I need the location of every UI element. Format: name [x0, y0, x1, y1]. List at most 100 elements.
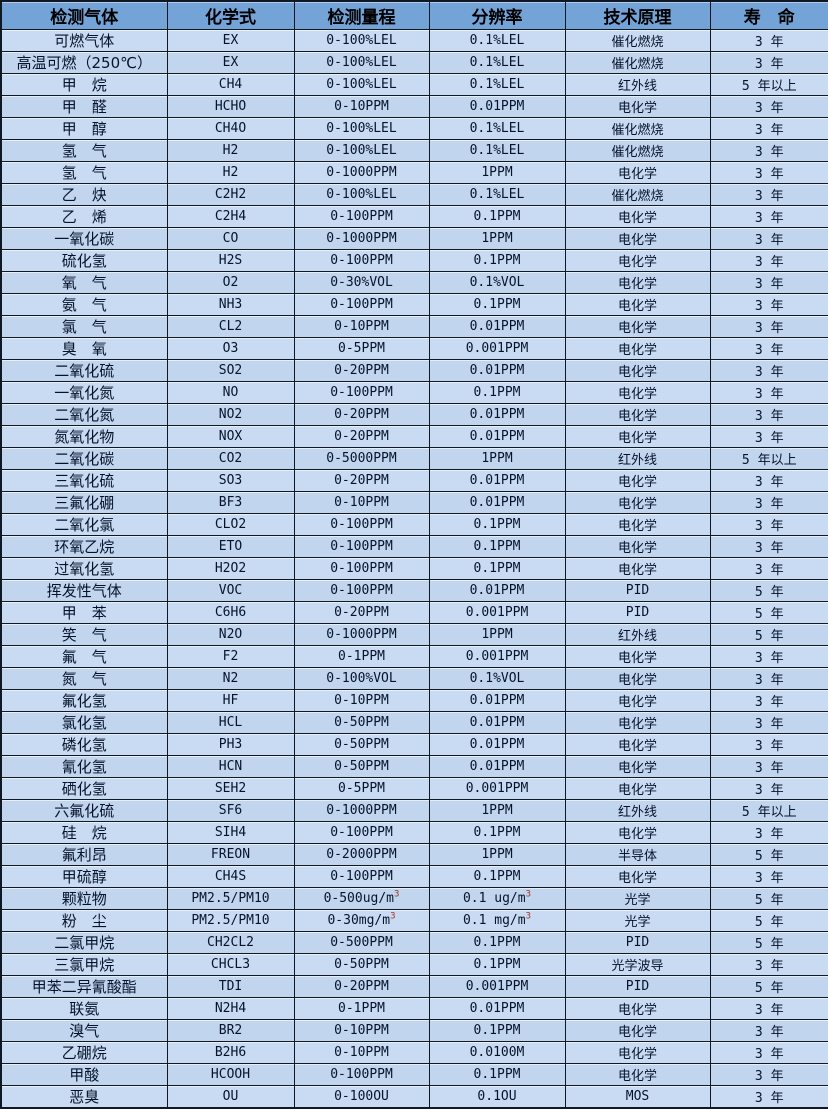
table-row: 氨 气 NH3 0-100PPM 0.1PPM 电化学 3 年	[0, 293, 828, 316]
cell-gas: 过氧化氢	[0, 557, 168, 580]
cell-principle: 电化学	[564, 403, 711, 426]
cell-range: 0-2000PPM	[293, 843, 430, 866]
cell-range: 0-20PPM	[293, 403, 430, 426]
table-body: 可燃气体 EX 0-100%LEL 0.1%LEL 催化燃烧 3 年 高温可燃（…	[0, 29, 828, 1109]
cell-formula: PM2.5/PM10	[166, 909, 295, 932]
cell-principle: 电化学	[564, 755, 711, 778]
column-header-gas: 检测气体	[0, 0, 168, 30]
cell-gas: 甲 烷	[0, 73, 168, 96]
table-row: 乙 烯 C2H4 0-100PPM 0.1PPM 电化学 3 年	[0, 205, 828, 228]
cell-resolution: 0.01PPM	[428, 579, 566, 602]
table-row: 三氟化硼 BF3 0-10PPM 0.01PPM 电化学 3 年	[0, 491, 828, 514]
cell-formula: CH4	[166, 73, 295, 96]
cell-principle: 光学波导	[564, 953, 711, 976]
cell-resolution: 0.01PPM	[428, 95, 566, 118]
cell-formula: TDI	[166, 975, 295, 998]
cell-formula: B2H6	[166, 1041, 295, 1064]
cell-resolution: 0.01PPM	[428, 755, 566, 778]
cell-principle: 电化学	[564, 1019, 711, 1042]
cell-principle: 电化学	[564, 733, 711, 756]
cell-gas: 二氧化氮	[0, 403, 168, 426]
cell-gas: 笑 气	[0, 623, 168, 646]
cell-gas: 二氧化硫	[0, 359, 168, 382]
cell-formula: H2S	[166, 249, 295, 272]
cell-range: 0-1000PPM	[293, 161, 430, 184]
table-row: 一氧化碳 CO 0-1000PPM 1PPM 电化学 3 年	[0, 227, 828, 250]
cell-principle: 电化学	[564, 1041, 711, 1064]
cell-resolution: 0.1%LEL	[428, 29, 566, 52]
cell-gas: 氮氧化物	[0, 425, 168, 448]
cell-resolution: 0.0100M	[428, 1041, 566, 1064]
cell-gas: 氟 气	[0, 645, 168, 668]
cell-range: 0-100PPM	[293, 1063, 430, 1086]
cell-gas: 甲硫醇	[0, 865, 168, 888]
cell-principle: 电化学	[564, 381, 711, 404]
cell-principle: 电化学	[564, 667, 711, 690]
cell-range: 0-20PPM	[293, 601, 430, 624]
cell-lifespan: 3 年	[709, 51, 828, 74]
cell-gas: 氟利昂	[0, 843, 168, 866]
cell-formula: F2	[166, 645, 295, 668]
cell-principle: 电化学	[564, 425, 711, 448]
cell-range: 0-30mg/m3	[293, 909, 430, 932]
cell-principle: 电化学	[564, 271, 711, 294]
cell-range: 0-50PPM	[293, 711, 430, 734]
cell-formula: HCOOH	[166, 1063, 295, 1086]
cell-range: 0-5PPM	[293, 777, 430, 800]
cell-range: 0-100%LEL	[293, 183, 430, 206]
cell-range: 0-20PPM	[293, 359, 430, 382]
cell-lifespan: 3 年	[709, 403, 828, 426]
cell-principle: 催化燃烧	[564, 29, 711, 52]
cell-resolution: 0.1%VOL	[428, 271, 566, 294]
table-row: 甲 苯 C6H6 0-20PPM 0.001PPM PID 5 年	[0, 601, 828, 624]
header-row: 检测气体 化学式 检测量程 分辨率 技术原理 寿 命	[0, 0, 828, 30]
table-row: 三氧化硫 SO3 0-20PPM 0.01PPM 电化学 3 年	[0, 469, 828, 492]
cell-resolution: 1PPM	[428, 843, 566, 866]
cell-formula: HF	[166, 689, 295, 712]
cell-range: 0-100PPM	[293, 821, 430, 844]
cell-gas: 挥发性气体	[0, 579, 168, 602]
cell-gas: 恶臭	[0, 1085, 168, 1109]
table-row: 臭 氧 O3 0-5PPM 0.001PPM 电化学 3 年	[0, 337, 828, 360]
cell-principle: 电化学	[564, 491, 711, 514]
column-header-resolution: 分辨率	[428, 0, 566, 30]
cell-range: 0-10PPM	[293, 315, 430, 338]
table-header: 检测气体 化学式 检测量程 分辨率 技术原理 寿 命	[0, 0, 828, 30]
cell-resolution: 1PPM	[428, 623, 566, 646]
cell-gas: 二氯甲烷	[0, 931, 168, 954]
cell-gas: 氟化氢	[0, 689, 168, 712]
table-row: 二氧化碳 CO2 0-5000PPM 1PPM 红外线 5 年以上	[0, 447, 828, 470]
cell-gas: 一氧化碳	[0, 227, 168, 250]
cell-resolution: 1PPM	[428, 799, 566, 822]
cell-gas: 颗粒物	[0, 887, 168, 910]
cell-gas: 氯 气	[0, 315, 168, 338]
cell-formula: HCL	[166, 711, 295, 734]
cell-principle: 电化学	[564, 359, 711, 382]
cell-formula: C6H6	[166, 601, 295, 624]
cell-gas: 氢 气	[0, 139, 168, 162]
cell-formula: H2O2	[166, 557, 295, 580]
cell-formula: NOX	[166, 425, 295, 448]
cell-resolution: 0.1OU	[428, 1085, 566, 1109]
cell-principle: 电化学	[564, 689, 711, 712]
cell-lifespan: 3 年	[709, 865, 828, 888]
cell-resolution: 0.1PPM	[428, 293, 566, 316]
cell-lifespan: 5 年	[709, 975, 828, 998]
cell-lifespan: 3 年	[709, 997, 828, 1020]
cell-resolution: 0.1PPM	[428, 1019, 566, 1042]
cell-principle: 红外线	[564, 623, 711, 646]
cell-principle: PID	[564, 975, 711, 998]
cell-range: 0-100%LEL	[293, 73, 430, 96]
table-row: 甲 醇 CH4O 0-100%LEL 0.1%LEL 催化燃烧 3 年	[0, 117, 828, 140]
cell-formula: CH4S	[166, 865, 295, 888]
table-row: 乙 炔 C2H2 0-100%LEL 0.1%LEL 催化燃烧 3 年	[0, 183, 828, 206]
cell-lifespan: 5 年	[709, 843, 828, 866]
table-row: 氰化氢 HCN 0-50PPM 0.01PPM 电化学 3 年	[0, 755, 828, 778]
cell-formula: CO	[166, 227, 295, 250]
cell-lifespan: 3 年	[709, 183, 828, 206]
cell-resolution: 0.1PPM	[428, 931, 566, 954]
cell-resolution: 0.1%LEL	[428, 139, 566, 162]
cell-formula: PH3	[166, 733, 295, 756]
table-row: 二氧化氯 CLO2 0-100PPM 0.1PPM 电化学 3 年	[0, 513, 828, 536]
table-row: 乙硼烷 B2H6 0-10PPM 0.0100M 电化学 3 年	[0, 1041, 828, 1064]
